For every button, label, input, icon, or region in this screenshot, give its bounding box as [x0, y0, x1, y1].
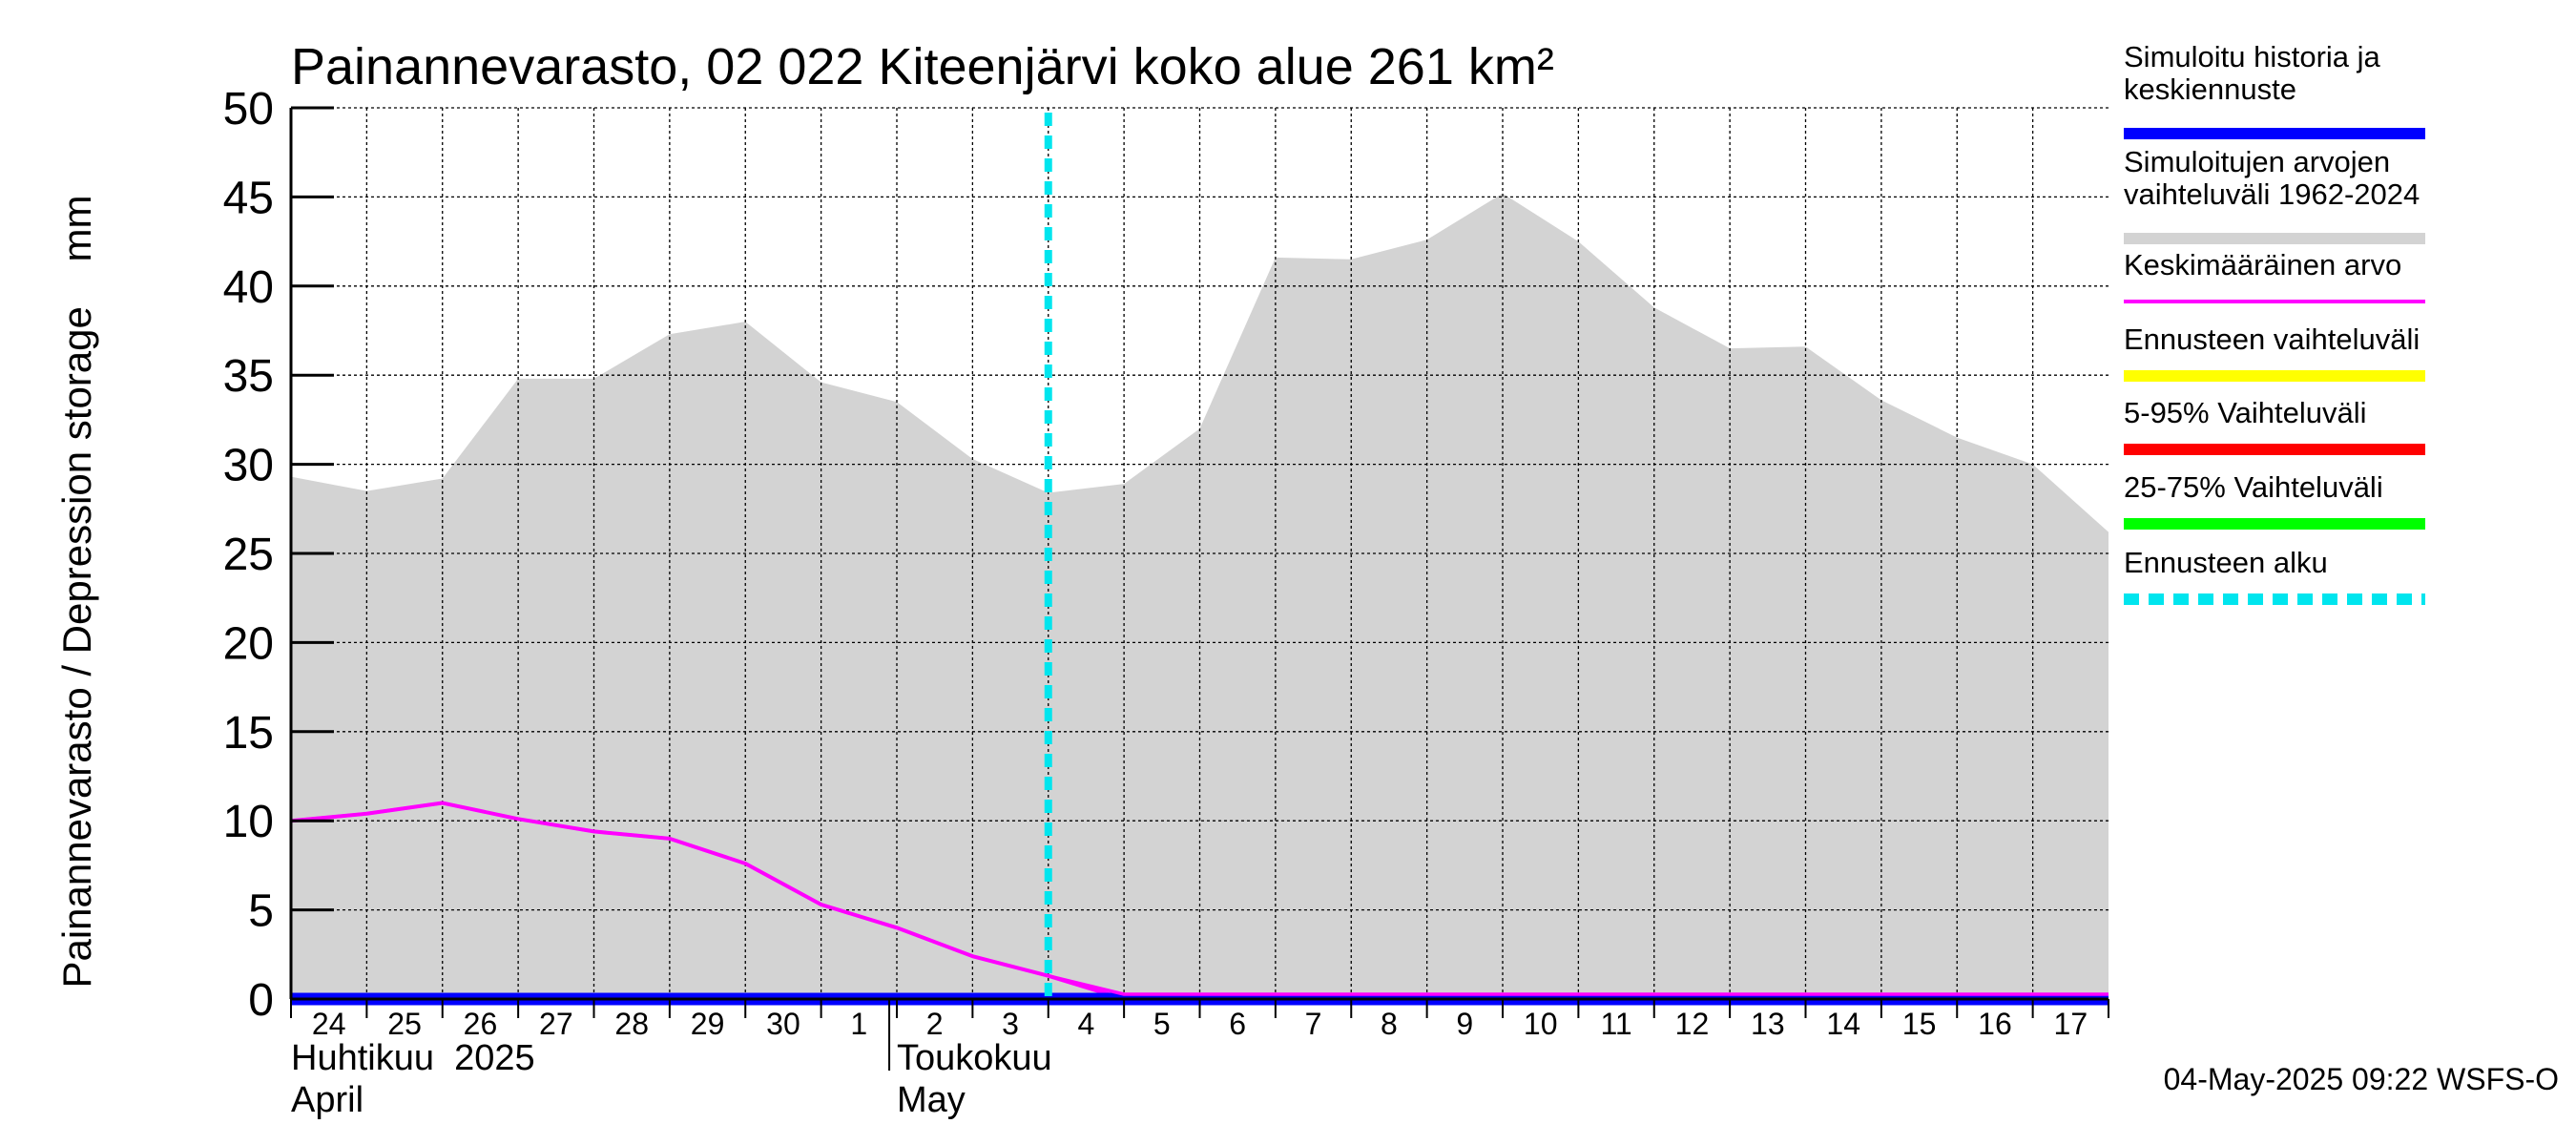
- x-tick-label: 24: [312, 1007, 346, 1041]
- y-tick-label: 50: [223, 84, 274, 135]
- x-tick-label: 25: [387, 1007, 422, 1041]
- x-tick-label: 9: [1456, 1007, 1473, 1041]
- x-tick-label: 7: [1305, 1007, 1322, 1041]
- x-tick-label: 6: [1229, 1007, 1246, 1041]
- x-tick-label: 16: [1978, 1007, 2012, 1041]
- legend-item: Keskimääräinen arvo: [2124, 248, 2425, 303]
- legend-item: 25-75% Vaihteluväli: [2124, 470, 2425, 530]
- x-tick-label: 4: [1078, 1007, 1095, 1041]
- legend-label: 25-75% Vaihteluväli: [2124, 470, 2383, 504]
- month-label-fi: Huhtikuu 2025: [291, 1038, 535, 1078]
- month-label-en: May: [897, 1080, 966, 1120]
- series-line-mean-overlay: [290, 801, 2109, 996]
- x-tick-label: 13: [1751, 1007, 1785, 1041]
- legend-label: Keskimääräinen arvo: [2124, 248, 2401, 281]
- y-axis-label: Painannevarasto / Depression storage mm: [54, 195, 99, 988]
- x-tick-label: 5: [1153, 1007, 1171, 1041]
- x-tick-label: 10: [1524, 1007, 1558, 1041]
- y-tick-label: 40: [223, 262, 274, 313]
- footer-timestamp: 04-May-2025 09:22 WSFS-O: [2164, 1062, 2559, 1096]
- y-tick-label: 35: [223, 351, 274, 402]
- x-tick-label: 26: [464, 1007, 498, 1041]
- x-tick-label: 1: [850, 1007, 867, 1041]
- x-tick-label: 2: [926, 1007, 944, 1041]
- x-tick-label: 8: [1381, 1007, 1398, 1041]
- y-tick-label: 20: [223, 618, 274, 669]
- y-tick-label: 30: [223, 441, 274, 491]
- legend-label-line2: keskiennuste: [2124, 73, 2296, 106]
- legend-label: Ennusteen alku: [2124, 546, 2328, 579]
- x-tick-label: 28: [614, 1007, 649, 1041]
- x-tick-label: 30: [766, 1007, 800, 1041]
- y-tick-label: 25: [223, 530, 274, 580]
- y-tick-label: 5: [248, 886, 274, 937]
- legend-item: Ennusteen alku: [2124, 546, 2425, 605]
- legend: Simuloitu historia jakeskiennusteSimuloi…: [2124, 40, 2425, 605]
- x-tick-label: 3: [1002, 1007, 1019, 1041]
- x-tick-label: 27: [539, 1007, 573, 1041]
- chart-title: Painannevarasto, 02 022 Kiteenjärvi koko…: [291, 38, 1554, 95]
- legend-label: Simuloitu historia ja: [2124, 40, 2381, 73]
- legend-item: 5-95% Vaihteluväli: [2124, 396, 2425, 455]
- legend-label: 5-95% Vaihteluväli: [2124, 396, 2366, 429]
- legend-label: Ennusteen vaihteluväli: [2124, 323, 2420, 356]
- month-label-fi: Toukokuu: [897, 1038, 1052, 1078]
- legend-item: Ennusteen vaihteluväli: [2124, 323, 2425, 382]
- x-tick-label: 17: [2054, 1007, 2088, 1041]
- legend-label-line2: vaihteluväli 1962-2024: [2124, 177, 2420, 211]
- month-label-en: April: [291, 1080, 364, 1120]
- x-tick-label: 15: [1902, 1007, 1937, 1041]
- x-tick-label: 29: [691, 1007, 725, 1041]
- x-tick-label: 14: [1826, 1007, 1860, 1041]
- y-tick-label: 10: [223, 797, 274, 847]
- x-tick-label: 12: [1675, 1007, 1710, 1041]
- y-tick-label: 15: [223, 708, 274, 759]
- y-tick-label: 0: [248, 975, 274, 1026]
- legend-label: Simuloitujen arvojen: [2124, 145, 2390, 178]
- x-tick-label: 11: [1600, 1007, 1631, 1041]
- y-tick-label: 45: [223, 173, 274, 223]
